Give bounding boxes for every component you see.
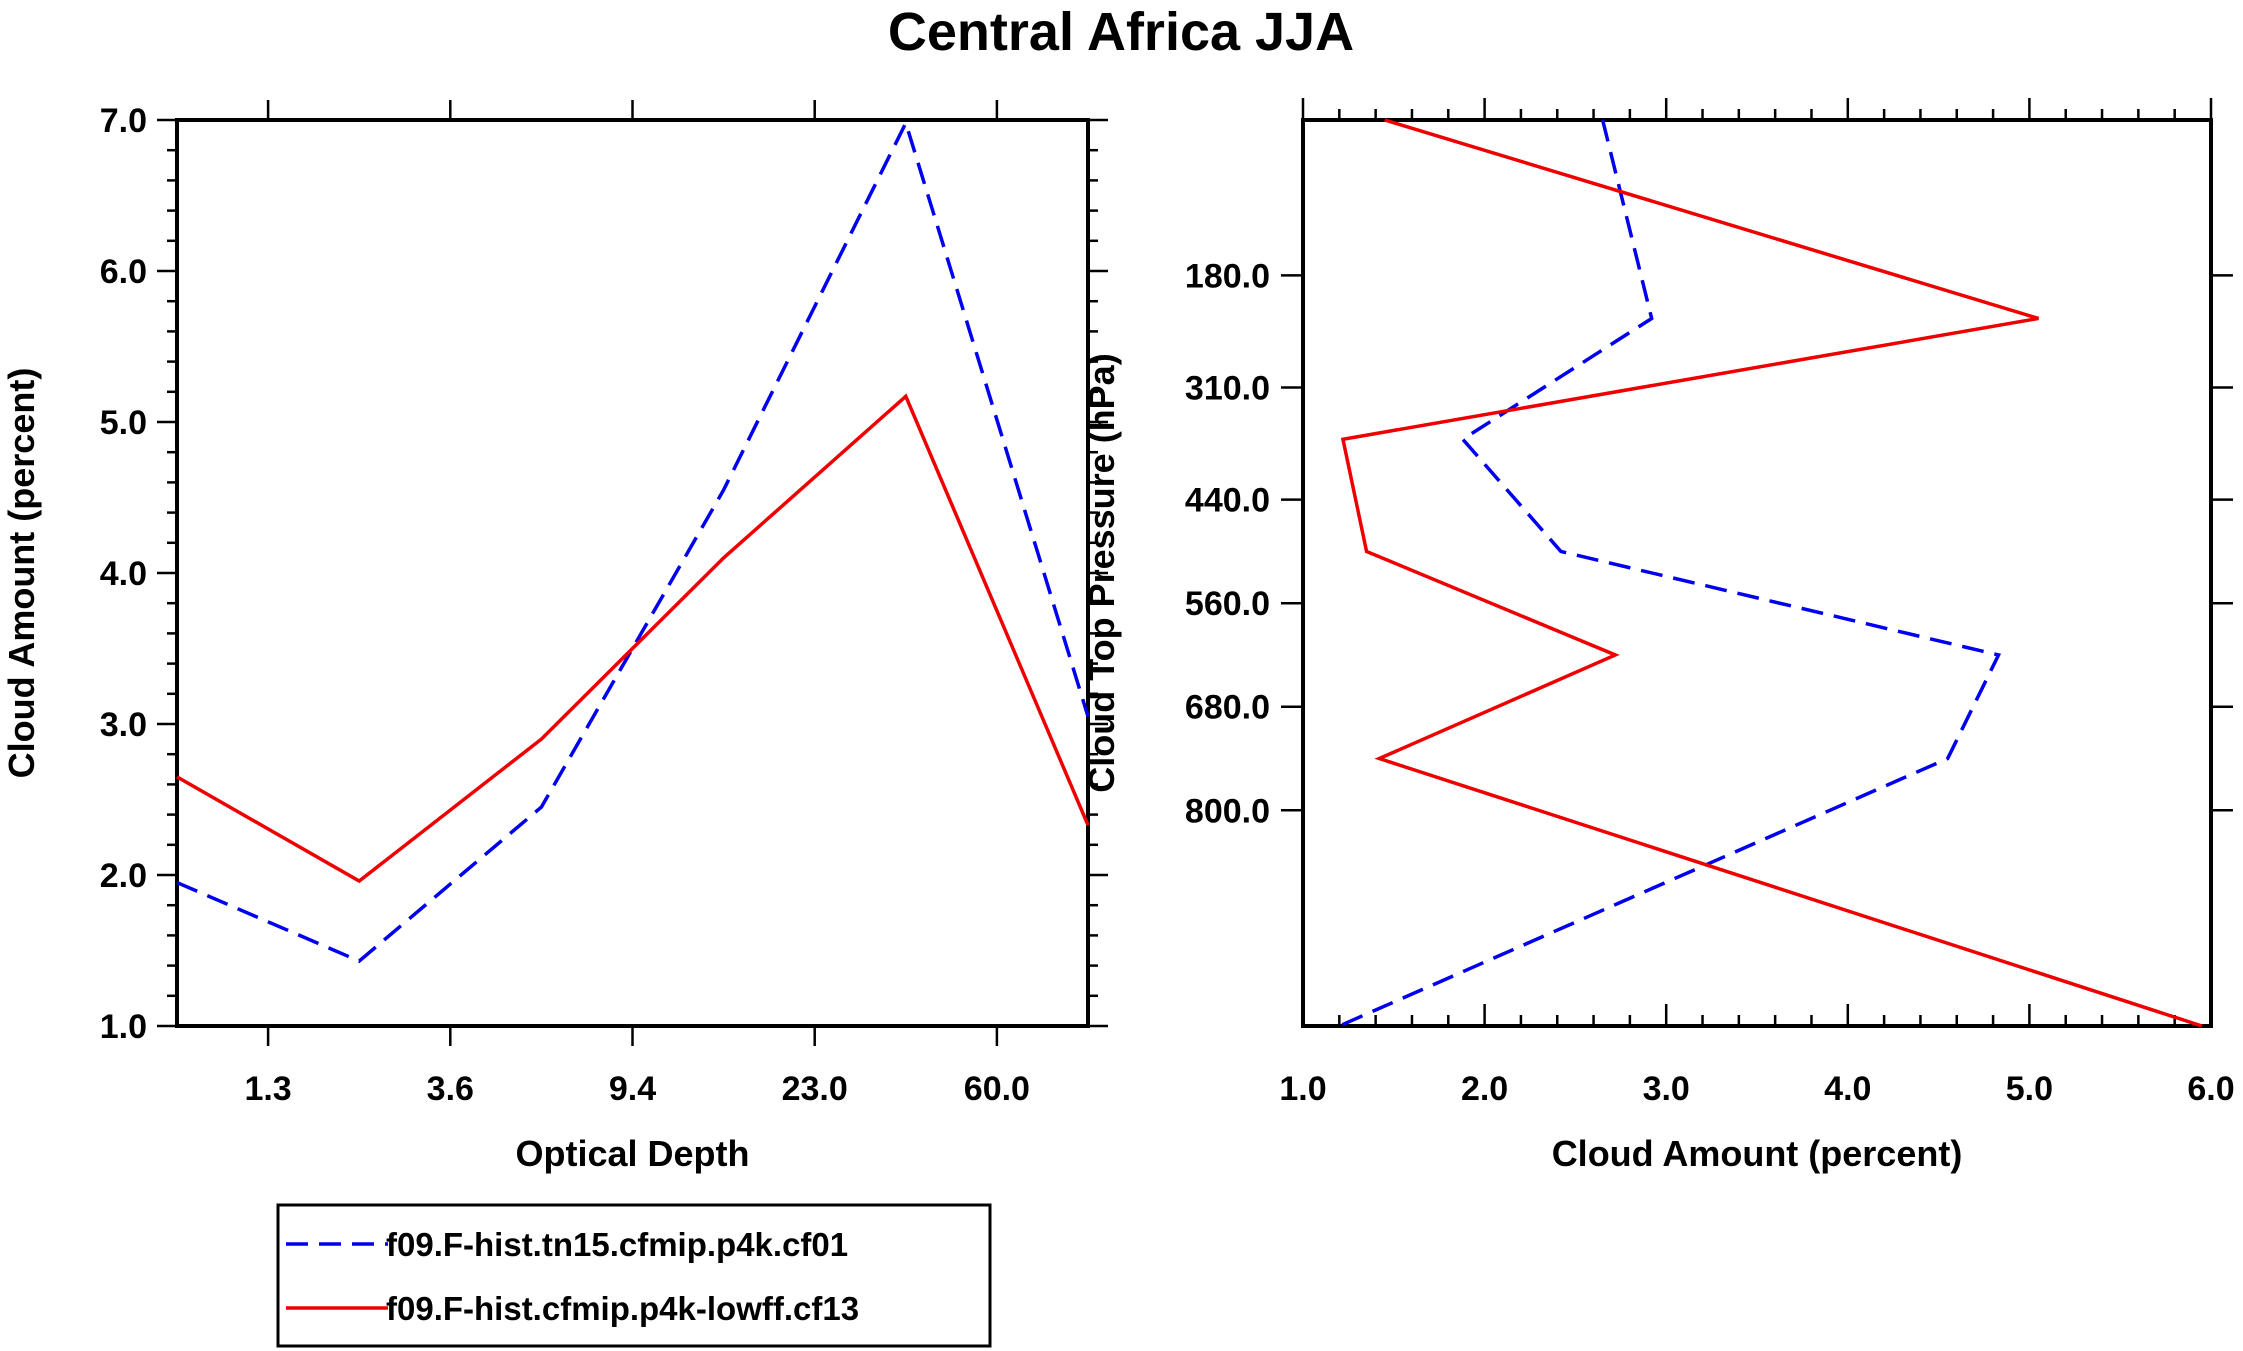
legend-box [276,1203,992,1348]
y-axis-label: Cloud Amount (percent) [1,368,42,779]
y-tick-label: 310.0 [1185,369,1270,407]
y-axis-label: Cloud Top Pressure (hPa) [1081,353,1122,792]
y-tick-label: 680.0 [1185,689,1270,727]
y-tick-label: 3.0 [100,706,147,744]
y-tick-label: 560.0 [1185,585,1270,623]
x-tick-label: 9.4 [609,1070,656,1108]
x-tick-label: 60.0 [964,1070,1030,1108]
legend: f09.F-hist.tn15.cfmip.p4k.cf01 f09.F-hist… [276,1203,992,1348]
x-tick-label: 3.6 [427,1070,474,1108]
figure-title: Central Africa JJA [888,2,1354,62]
optical-depth-chart: 1.0 2.0 3.0 4.0 5.0 6.0 7.0 1.3 3.6 9.4 23.0 60.0 Op… [1,100,1108,1174]
y-tick-label: 800.0 [1185,792,1270,830]
x-tick-label: 5.0 [2006,1070,2053,1108]
y-tick-label: 1.0 [100,1008,147,1046]
y-tick-label: 4.0 [100,555,147,593]
y-tick-label: 7.0 [100,102,147,140]
series-line-1 [176,118,1090,964]
x-axis-label: Optical Depth [515,1133,749,1174]
y-tick-label: 180.0 [1185,257,1270,295]
legend-label: f09.F-hist.tn15.cfmip.p4k.cf01 [386,1226,848,1263]
legend-label: f09.F-hist.cfmip.p4k-lowff.cf13 [386,1290,859,1327]
x-tick-label: 1.3 [244,1070,291,1108]
y-tick-label: 440.0 [1185,482,1270,520]
x-tick-label: 23.0 [782,1070,848,1108]
x-tick-label: 6.0 [2187,1070,2234,1108]
x-axis-label: Cloud Amount (percent) [1552,1133,1963,1174]
x-tick-label: 3.0 [1643,1070,1690,1108]
y-tick-label: 6.0 [100,253,147,291]
y-tick-label: 2.0 [100,857,147,895]
pressure-profile-chart: 1.0 2.0 3.0 4.0 5.0 6.0 180.0 310.0 440.0 560.0 68… [1081,98,2235,1174]
series-line-1 [1338,119,2002,1028]
series-line-2 [1340,118,2203,1028]
x-tick-label: 4.0 [1824,1070,1871,1108]
plot-frame [175,118,1090,1028]
plot-frame [1301,118,2213,1028]
y-tick-label: 5.0 [100,404,147,442]
x-tick-label: 1.0 [1279,1070,1326,1108]
x-tick-label: 2.0 [1461,1070,1508,1108]
series-line-2 [176,393,1090,884]
